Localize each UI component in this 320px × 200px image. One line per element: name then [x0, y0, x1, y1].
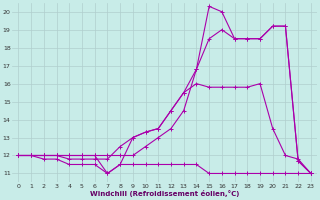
X-axis label: Windchill (Refroidissement éolien,°C): Windchill (Refroidissement éolien,°C) — [90, 190, 239, 197]
